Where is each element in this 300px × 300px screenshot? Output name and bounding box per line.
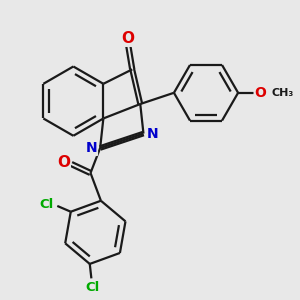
Text: CH₃: CH₃ bbox=[272, 88, 294, 98]
Text: N: N bbox=[85, 141, 97, 155]
Text: O: O bbox=[255, 86, 266, 100]
Text: O: O bbox=[57, 155, 70, 170]
Text: Cl: Cl bbox=[39, 198, 53, 211]
Text: N: N bbox=[147, 127, 158, 140]
Text: Cl: Cl bbox=[86, 281, 100, 294]
Text: O: O bbox=[121, 31, 134, 46]
